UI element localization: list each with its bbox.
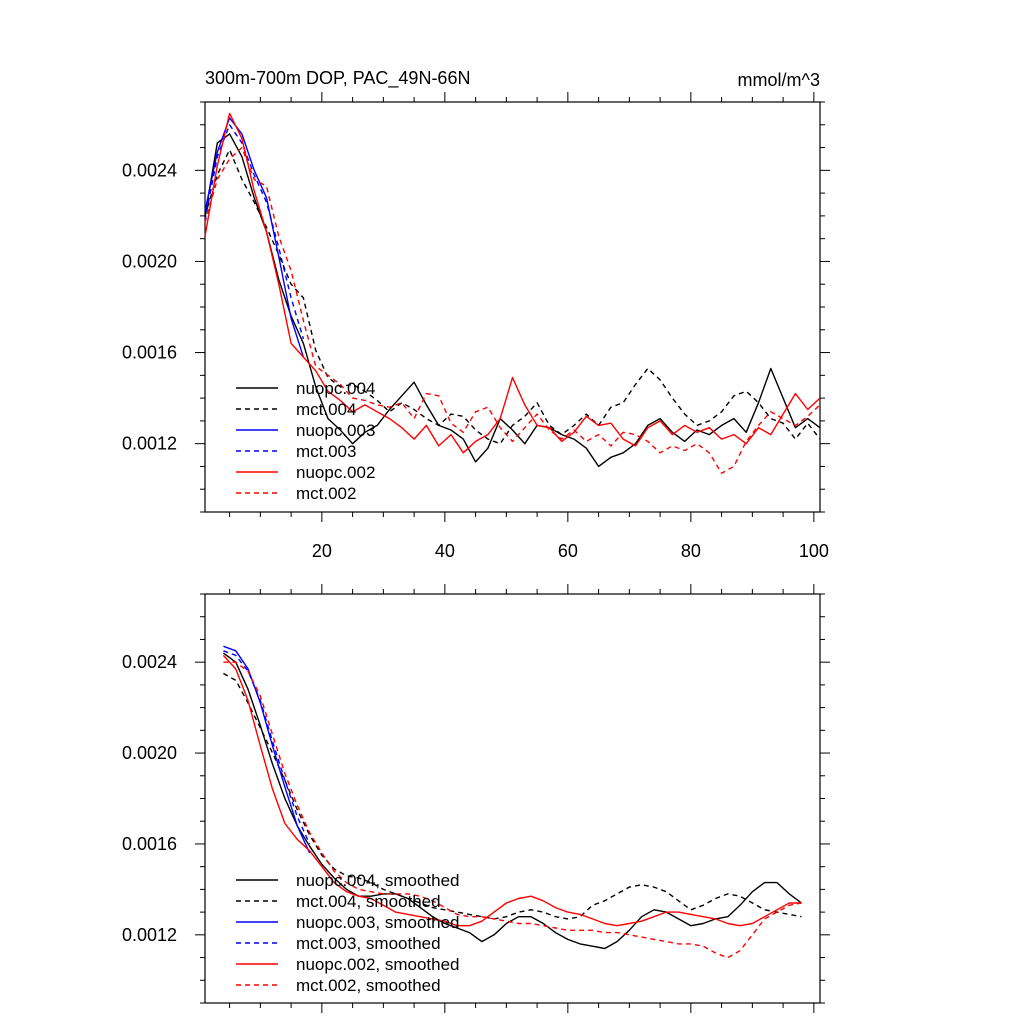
- y-tick-label: 0.0016: [122, 343, 177, 363]
- chart-title: 300m-700m DOP, PAC_49N-66N: [205, 68, 470, 89]
- series-line: [204, 133, 821, 468]
- legend-label: mct.003: [296, 442, 356, 461]
- series-line: [204, 112, 821, 454]
- y-tick-label: 0.0016: [122, 834, 177, 854]
- legend-label: nuopc.004: [296, 379, 375, 398]
- series-line: [222, 654, 802, 927]
- x-tick-label: 20: [312, 541, 332, 561]
- legend-label: mct.002, smoothed: [296, 976, 441, 995]
- series-line: [223, 650, 311, 845]
- x-tick-label: 60: [558, 541, 578, 561]
- y-tick-label: 0.0020: [122, 251, 177, 271]
- legend-label: mct.003, smoothed: [296, 934, 441, 953]
- series-line: [204, 149, 821, 445]
- panel-bottom: 0.0012 0.0016 0.0020 0.0024 nuopc.004, smoot…: [122, 584, 830, 1013]
- legend-label: nuopc.003, smoothed: [296, 913, 460, 932]
- units-label: mmol/m^3: [738, 70, 820, 90]
- series-line: [223, 661, 802, 959]
- y-tick-label: 0.0020: [122, 743, 177, 763]
- series-line: [204, 146, 821, 474]
- legend-label: mct.004, smoothed: [296, 892, 441, 911]
- y-tick-label: 0.0024: [122, 652, 177, 672]
- legend-label: nuopc.002, smoothed: [296, 955, 460, 974]
- y-tick-label: 0.0012: [122, 925, 177, 945]
- x-tick-label: 40: [435, 541, 455, 561]
- panel-top: 0.0012 0.0016 0.0020 0.0024 20 40 60 80 100 nuopc…: [122, 92, 830, 561]
- series-line: [222, 652, 802, 950]
- legend-label: nuopc.002: [296, 463, 375, 482]
- legend-label: nuopc.003: [296, 421, 375, 440]
- y-tick-label: 0.0012: [122, 434, 177, 454]
- legend-label: mct.004: [296, 400, 356, 419]
- series-line: [223, 672, 802, 920]
- legend-label: mct.002: [296, 484, 356, 503]
- series-line: [223, 645, 311, 854]
- legend-label: nuopc.004, smoothed: [296, 871, 460, 890]
- y-tick-label: 0.0024: [122, 160, 177, 180]
- x-tick-label: 100: [799, 541, 829, 561]
- x-tick-label: 80: [681, 541, 701, 561]
- series-line: [204, 117, 305, 358]
